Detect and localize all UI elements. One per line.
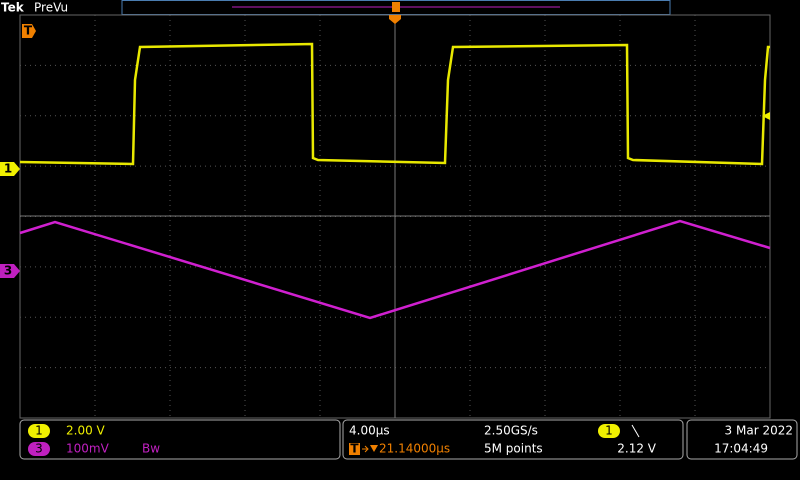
ch1-scale: 2.00 V: [66, 424, 106, 438]
record-length: 5M points: [484, 442, 543, 456]
ch3-waveform: [19, 219, 771, 320]
ch3-badge: 3: [35, 442, 43, 456]
record-trigger: [392, 2, 400, 12]
ch3-bandwidth: Bw: [142, 442, 160, 456]
trigger-source: 1: [605, 424, 613, 438]
brand: Tek: [1, 1, 25, 15]
ch3-marker-label: 3: [4, 264, 12, 278]
trigger-time-marker[interactable]: [22, 24, 36, 38]
time: 17:04:49: [714, 442, 768, 456]
ch3-scale: 100mV: [66, 442, 110, 456]
trigger-level-marker[interactable]: [762, 112, 770, 120]
ch1-waveform: [19, 42, 770, 166]
sample-rate: 2.50GS/s: [484, 424, 538, 438]
ch1-marker[interactable]: [0, 162, 20, 176]
ch1-badge: 1: [35, 424, 43, 438]
delay-badge: T: [350, 442, 359, 456]
ch3-marker[interactable]: [0, 264, 20, 278]
trigger-marker-label: T: [24, 24, 33, 38]
date: 3 Mar 2022: [725, 424, 793, 438]
graticule: [19, 14, 771, 419]
horizontal-scale: 4.00μs: [349, 424, 390, 438]
ch1-marker-label: 1: [4, 162, 12, 176]
mode: PreVu: [34, 1, 68, 15]
horizontal-delay: 21.14000μs: [379, 442, 450, 456]
status-bar: 1 2.00 V 3 100mV Bw 4.00μs 2.50GS/s T 21…: [19, 419, 798, 460]
trigger-level: 2.12 V: [617, 442, 657, 456]
